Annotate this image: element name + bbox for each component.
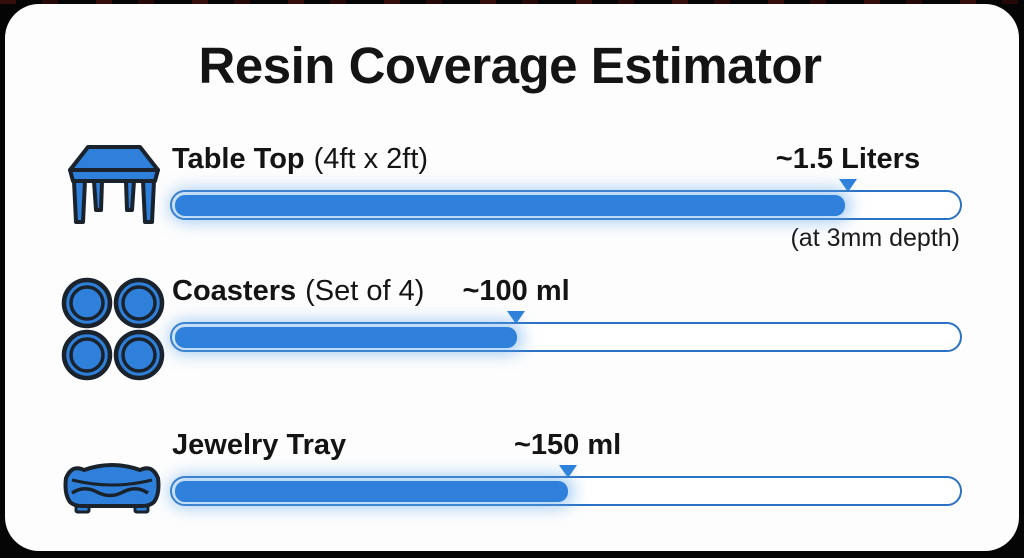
row-label: Jewelry Tray — [172, 429, 346, 462]
row-value: ~150 ml — [513, 429, 622, 462]
depth-note: (at 3mm depth) — [790, 224, 960, 253]
row-label-main: Table Top — [172, 143, 305, 176]
row-table-top: Table Top (4ft x 2ft) ~1.5 Liters (at 3mm… — [58, 138, 962, 254]
row-label-main: Jewelry Tray — [172, 429, 347, 462]
marker-triangle-icon — [838, 179, 857, 193]
row-value: ~100 ml — [462, 275, 570, 308]
row-value: ~1.5 Liters — [775, 143, 921, 176]
marker-triangle-icon — [507, 311, 526, 325]
progress-track — [170, 322, 962, 353]
marker-triangle-icon — [558, 465, 577, 479]
progress-fill — [174, 326, 517, 348]
row-label-detail: (Set of 4) — [305, 275, 425, 308]
row-label: Table Top (4ft x 2ft) — [172, 143, 428, 176]
progress-fill — [174, 480, 568, 502]
row-label: Coasters (Set of 4) — [172, 275, 424, 308]
table-icon — [68, 145, 160, 225]
progress-track — [170, 476, 962, 507]
coverage-rows: Table Top (4ft x 2ft) ~1.5 Liters (at 3mm… — [58, 138, 962, 524]
estimator-card: Resin Coverage Estimator — [5, 4, 1019, 551]
coasters-icon — [61, 277, 165, 381]
row-label-main: Coasters — [172, 275, 297, 308]
progress-track — [170, 190, 962, 221]
row-label-detail: (4ft x 2ft) — [313, 143, 429, 176]
page-title: Resin Coverage Estimator — [198, 37, 822, 94]
screen-edge-artifact — [0, 0, 1024, 4]
jewelry-tray-icon — [63, 463, 161, 514]
row-jewelry-tray: Jewelry Tray ~150 ml — [58, 429, 962, 524]
row-coasters: Coasters (Set of 4) ~100 ml — [58, 275, 962, 382]
progress-fill — [174, 194, 845, 216]
